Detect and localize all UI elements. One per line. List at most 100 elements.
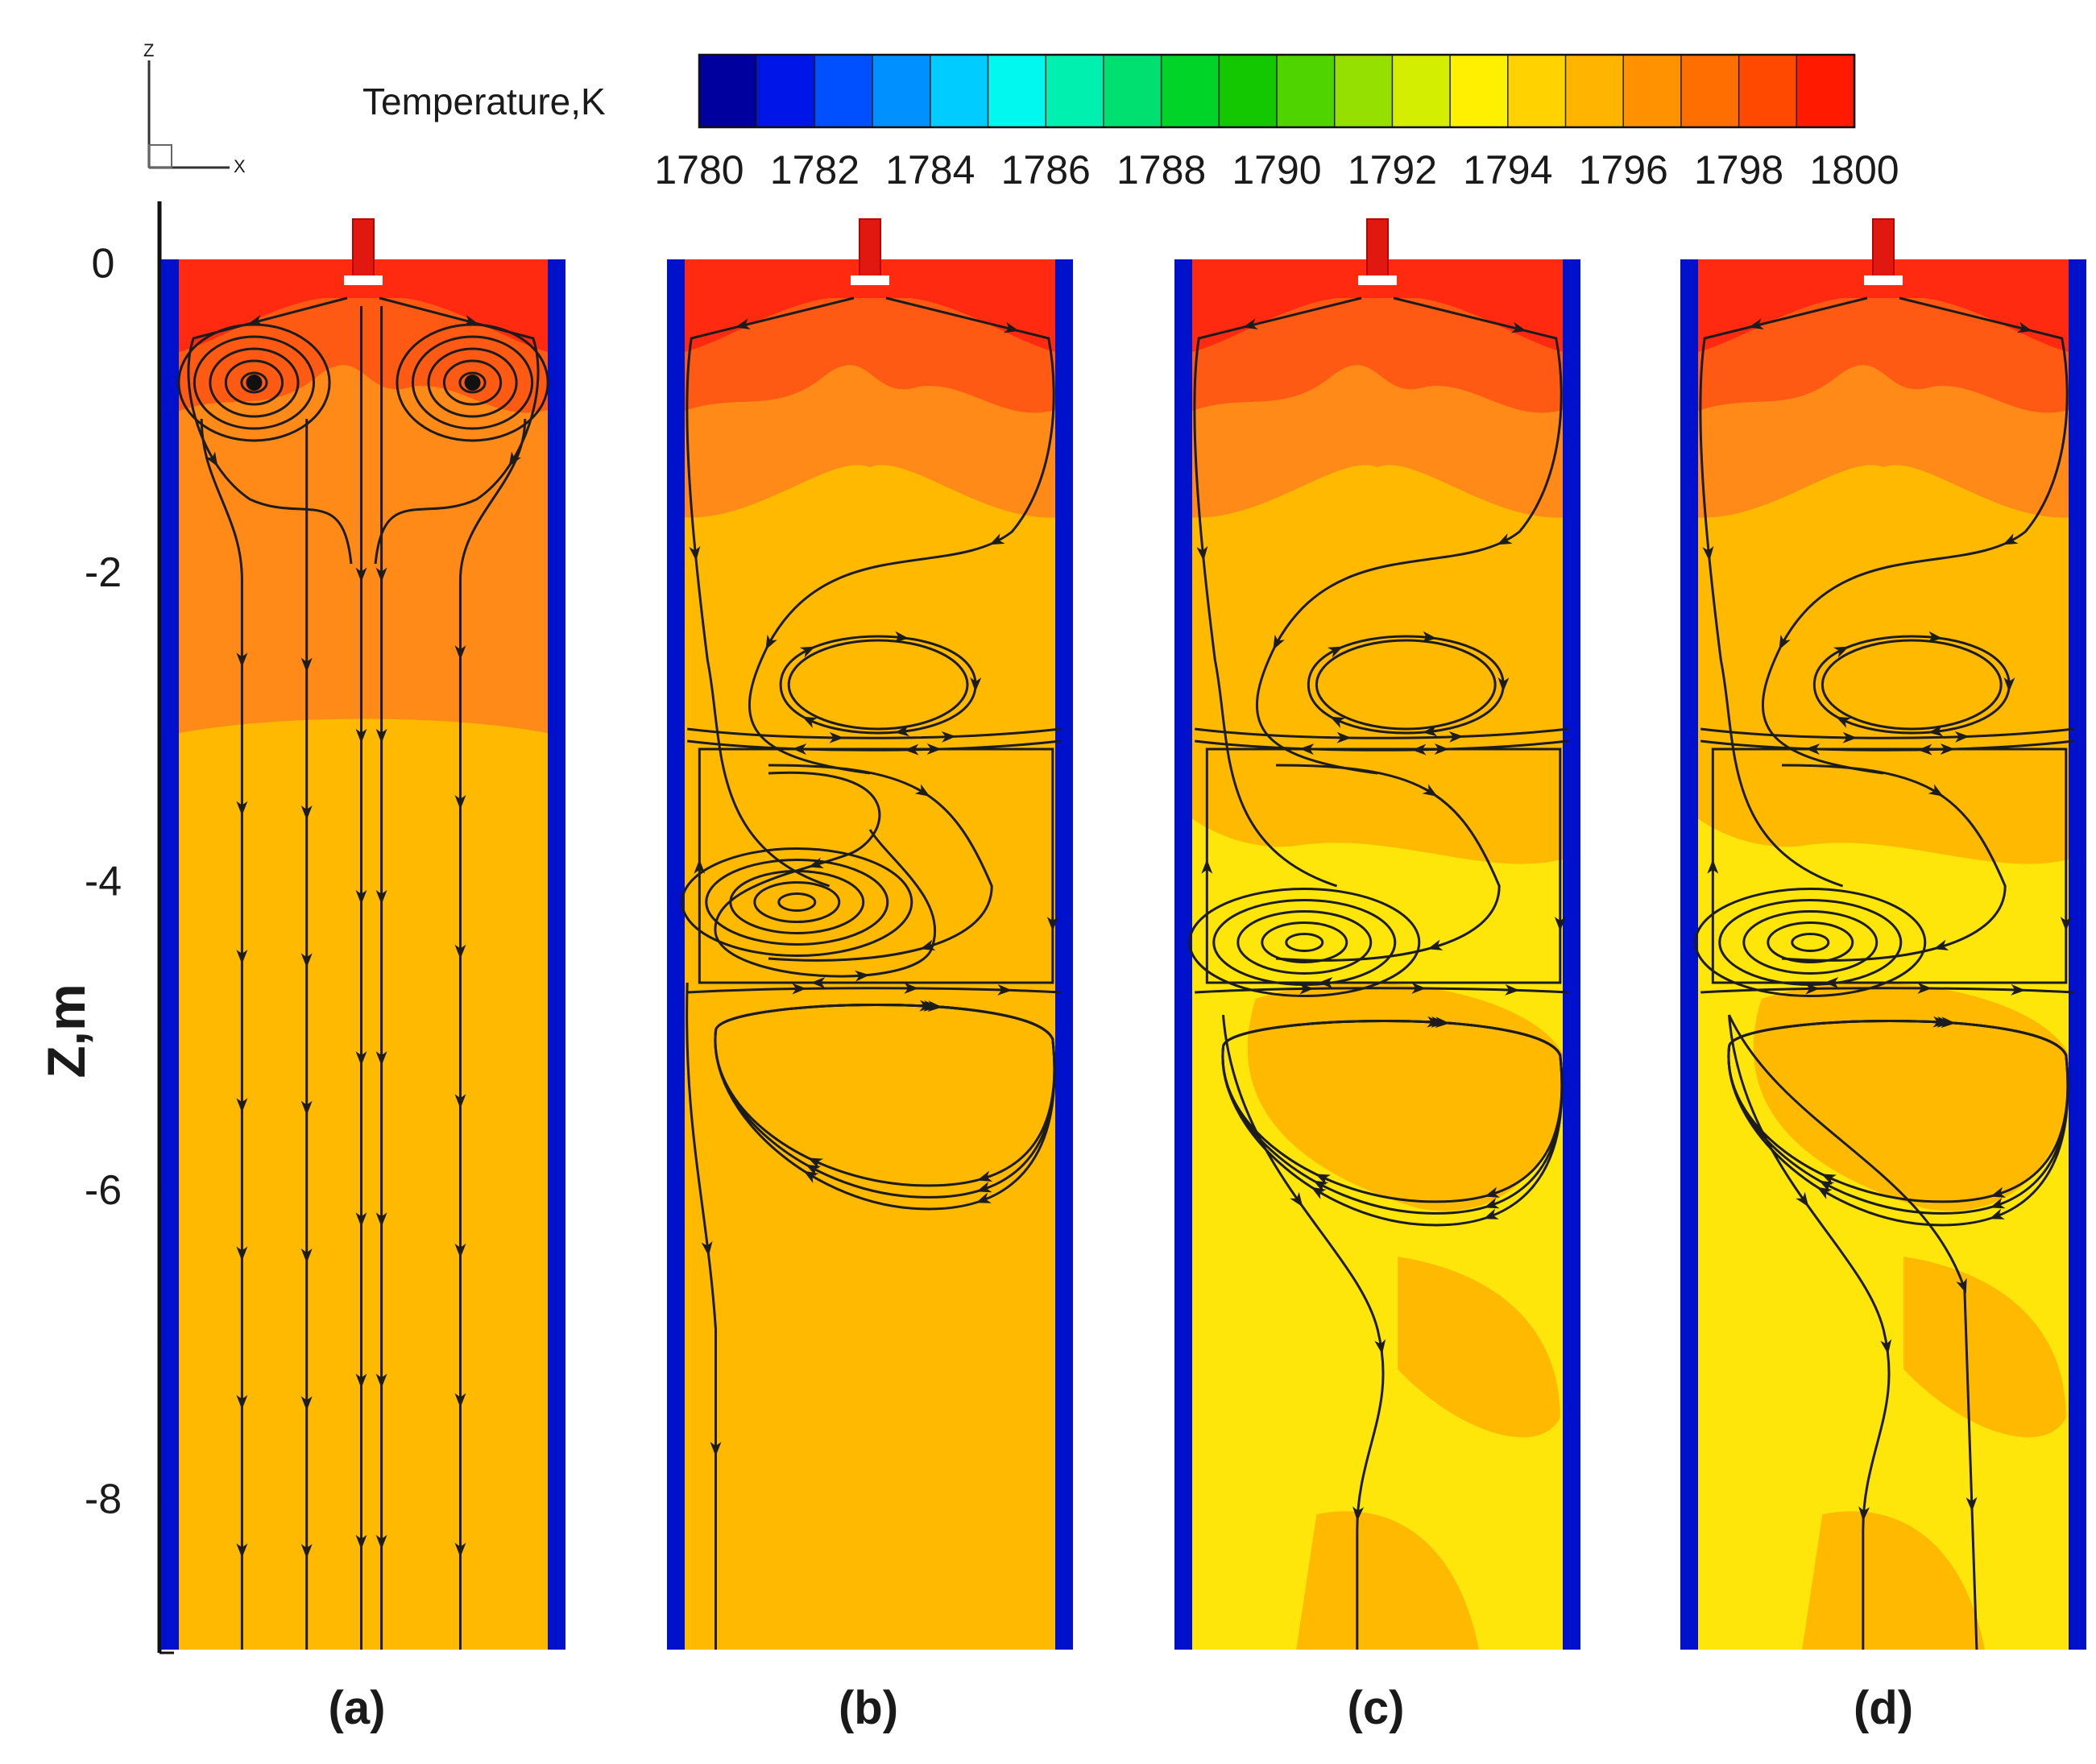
colorbar-swatch: [1103, 54, 1162, 128]
flow-arrow-marker: [355, 889, 367, 905]
vortex-streamline: [1261, 921, 1348, 963]
flow-arrow-marker: [205, 451, 218, 467]
vortex-streamline: [442, 359, 503, 406]
panel-label-d: (d): [1854, 1682, 1913, 1734]
vortex-streamline: [240, 371, 268, 394]
flow-arrow-marker: [1273, 634, 1285, 650]
streamline: [1728, 1014, 1978, 1650]
flow-arrow-marker: [1748, 318, 1764, 329]
colorbar-swatch: [756, 54, 816, 128]
wall-right: [2069, 259, 2086, 1650]
wall-left: [1680, 259, 1698, 1650]
flow-arrow-marker: [355, 1534, 367, 1550]
flow-arrow-marker: [970, 677, 982, 692]
streamlines: [177, 296, 549, 1650]
flow-arrow-marker: [1880, 1339, 1892, 1355]
colorbar-swatch: [1564, 54, 1625, 128]
colorbar-tick-label: 1786: [1001, 147, 1091, 193]
streamline: [1700, 727, 2075, 739]
z-axis-tick-label: -8: [85, 1476, 122, 1522]
flow-arrow-marker: [926, 743, 942, 755]
colorbar-title: Temperature,K: [362, 81, 606, 122]
flow-arrow-marker: [1003, 321, 1020, 333]
panel-a: [161, 218, 565, 1650]
flow-arrow-marker: [735, 318, 751, 329]
temperature-zone-1796: [1296, 1511, 1479, 1650]
streamline: [374, 296, 540, 565]
flow-arrow-marker: [300, 1543, 313, 1559]
flow-arrow-marker: [1497, 677, 1510, 692]
colorbar-swatch: [1391, 54, 1452, 128]
nozzle-outlet: [851, 275, 889, 285]
streamline: [1221, 1020, 1564, 1203]
flow-arrow-marker: [976, 1181, 992, 1193]
streamline: [687, 727, 1062, 739]
flow-arrow-marker: [1505, 983, 1520, 996]
wall-left: [667, 259, 685, 1650]
flow-arrow-marker: [1554, 917, 1566, 932]
flow-arrow-marker: [2060, 917, 2072, 932]
flow-arrow-marker: [893, 631, 909, 643]
flow-arrow-marker: [454, 645, 466, 660]
flow-arrow-marker: [1374, 1339, 1386, 1355]
flow-arrow-marker: [829, 731, 844, 743]
colorbar-swatch: [1738, 54, 1798, 128]
temperature-zone-1796: [1753, 983, 2074, 1211]
vortex-streamline: [681, 847, 913, 957]
flow-arrow-marker: [914, 784, 930, 797]
colorbar-swatch: [1796, 54, 1856, 128]
flow-arrow-marker: [1352, 1506, 1365, 1522]
flow-arrow-marker: [1336, 731, 1352, 743]
flow-arrow-marker: [1932, 1016, 1948, 1028]
flow-arrow-marker: [2003, 677, 2015, 692]
vortex-streamline: [411, 335, 534, 430]
flow-arrow-marker: [300, 657, 313, 673]
temperature-zone-1796: [1903, 1257, 2066, 1438]
panel-b: [667, 218, 1073, 1650]
flow-arrow-marker: [802, 716, 818, 728]
colorbar-tick-label: 1788: [1116, 147, 1206, 193]
streamline: [687, 987, 1061, 994]
colorbar-swatch: [1680, 54, 1740, 128]
flow-arrow-marker: [808, 857, 824, 868]
vortex-streamline: [458, 371, 487, 394]
flow-arrow-marker: [1422, 784, 1438, 797]
streamline: [1699, 296, 1868, 888]
flow-arrow-marker: [236, 1246, 248, 1261]
flow-arrow-marker: [355, 1373, 367, 1389]
streamline: [1762, 296, 2069, 775]
flow-arrow-marker: [976, 1170, 993, 1182]
temperature-zone-1796: [1802, 1511, 1985, 1650]
flow-arrow-marker: [1933, 939, 1949, 950]
colorbar-swatch: [1218, 54, 1278, 128]
vortex-streamline: [193, 335, 316, 430]
flow-arrow-marker: [694, 859, 706, 874]
temperature-zone-1800: [1680, 259, 2086, 354]
flow-arrow-marker: [1046, 917, 1058, 932]
flow-arrow-marker: [765, 634, 777, 650]
triad-x-label: X: [234, 156, 246, 176]
streamline: [1256, 296, 1563, 775]
vortex-streamline: [1767, 921, 1854, 963]
vortex-streamline: [705, 859, 889, 946]
flow-arrow-marker: [1422, 725, 1438, 737]
flow-arrow-marker: [807, 1157, 824, 1170]
vortex-streamline: [1285, 933, 1324, 952]
flow-arrow-marker: [1434, 743, 1449, 755]
colorbar-swatch: [1333, 54, 1394, 128]
flow-arrow-marker: [919, 1000, 934, 1012]
flow-arrow-marker: [2016, 321, 2033, 333]
flow-arrow-marker: [810, 977, 826, 988]
flow-arrow-marker: [904, 982, 919, 994]
flow-arrow-marker: [1796, 1191, 1809, 1207]
flow-arrow-marker: [1242, 318, 1258, 329]
streamline: [1275, 764, 1501, 962]
flow-arrow-marker: [300, 1100, 313, 1116]
streamline: [686, 296, 855, 888]
flow-arrow-marker: [701, 1240, 713, 1257]
vortex-streamline: [787, 639, 969, 731]
flow-arrow-marker: [1707, 859, 1719, 874]
flow-arrow-marker: [454, 1094, 466, 1109]
flow-arrow-marker: [799, 646, 816, 658]
